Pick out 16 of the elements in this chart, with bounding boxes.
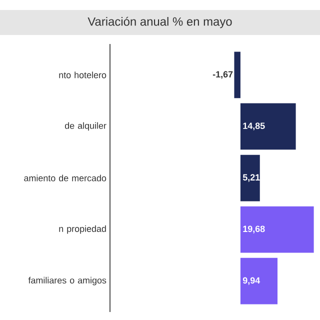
bar [240,154,260,202]
y-tick-label: de alquiler [64,122,106,131]
y-tick-label: n propiedad [59,225,106,234]
chart-title: Variación anual % en mayo [88,16,232,28]
data-label: 14,85 [243,122,265,130]
y-tick-label: amiento de mercado [24,174,106,182]
data-label: 5,21 [242,174,260,182]
bar [234,52,240,98]
bar [240,103,296,150]
bar [240,206,314,253]
y-tick-label: nto hotelero [59,72,106,78]
data-label: 19,68 [243,226,265,234]
bar [240,258,278,304]
y-tick-label: familiares o amigos [28,276,106,286]
data-label: 9,94 [242,277,260,285]
data-label: -1,67 [212,71,233,79]
